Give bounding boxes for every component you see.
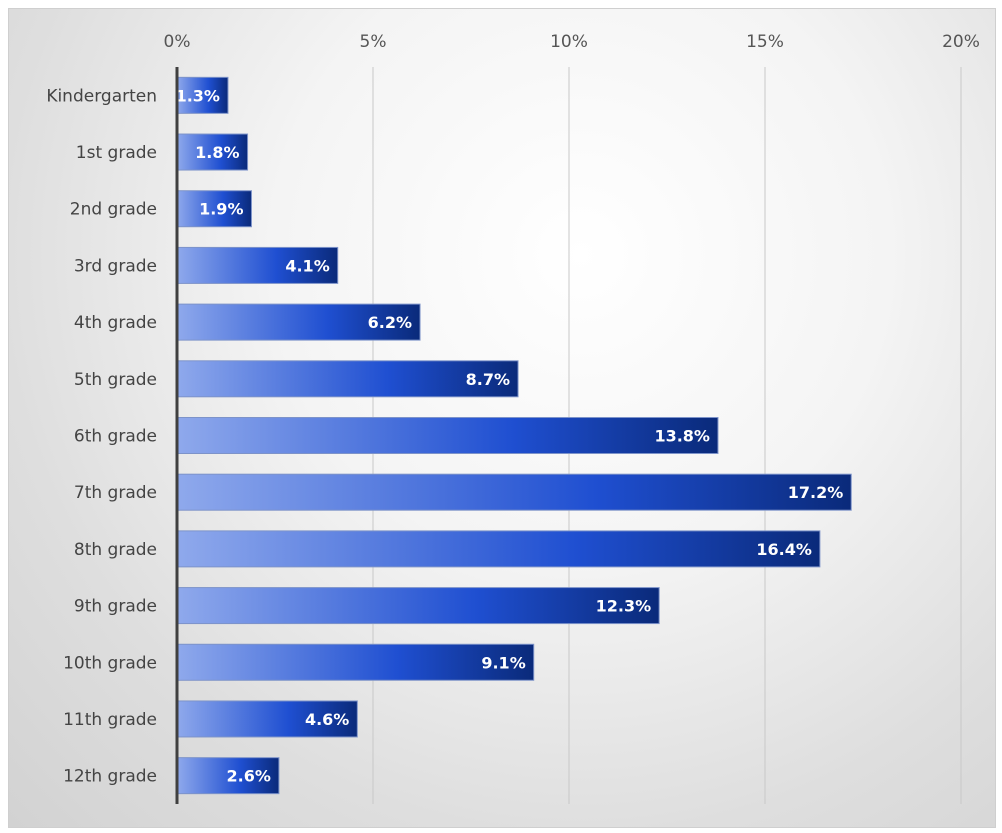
category-label: 12th grade [63,767,157,787]
data-label: 17.2% [788,483,844,502]
data-label: 12.3% [596,597,652,616]
category-label: 6th grade [74,427,157,447]
bar [176,757,280,795]
bars: 1.3% 1.8% 1.9% 4.1% 6.2% 8.7% 13.8% 17.2% 16.4% 1… [176,76,852,795]
category-label: 2nd grade [70,200,157,220]
category-label: 8th grade [74,540,157,560]
category-label: 5th grade [74,370,157,390]
x-tick-label: 10% [550,32,588,52]
data-label: 1.3% [176,86,220,105]
category-label: Kindergarten [46,86,157,106]
data-label: 13.8% [654,427,710,446]
bar [176,473,852,511]
data-label: 2.6% [227,767,271,786]
category-label: 3rd grade [74,256,157,276]
category-label: 10th grade [63,653,157,673]
bar [176,417,719,454]
y-axis-categories: Kindergarten 1st grade 2nd grade 3rd grade 4… [46,86,157,786]
bar [176,643,535,681]
data-label: 9.1% [481,653,525,672]
bar-chart: 0% 5% 10% 15% 20% 1.3% 1.8% 1.9% 4.1% 6.2% 8.7% 13… [46,32,980,804]
category-label: 4th grade [74,313,157,333]
data-label: 1.8% [195,143,239,162]
category-label: 9th grade [74,597,157,617]
data-label: 8.7% [466,370,510,389]
data-label: 4.6% [305,710,349,729]
bar [176,190,252,228]
category-label: 7th grade [74,483,157,503]
category-label: 1st grade [76,143,157,163]
bar [176,76,229,114]
bar [176,587,660,625]
data-label: 6.2% [368,313,412,332]
data-label: 16.4% [756,540,812,559]
chart-frame: 0% 5% 10% 15% 20% 1.3% 1.8% 1.9% 4.1% 6.2% 8.7% 13… [8,8,996,828]
x-tick-label: 15% [746,32,784,52]
data-label: 1.9% [199,200,243,219]
category-label: 11th grade [63,710,157,730]
bar [176,700,358,738]
x-tick-label: 5% [360,32,387,52]
bar [176,133,249,171]
data-label: 4.1% [285,256,329,275]
x-tick-label: 0% [164,32,191,52]
bar [176,530,821,568]
x-tick-label: 20% [942,32,980,52]
x-axis-ticks: 0% 5% 10% 15% 20% [164,32,980,52]
